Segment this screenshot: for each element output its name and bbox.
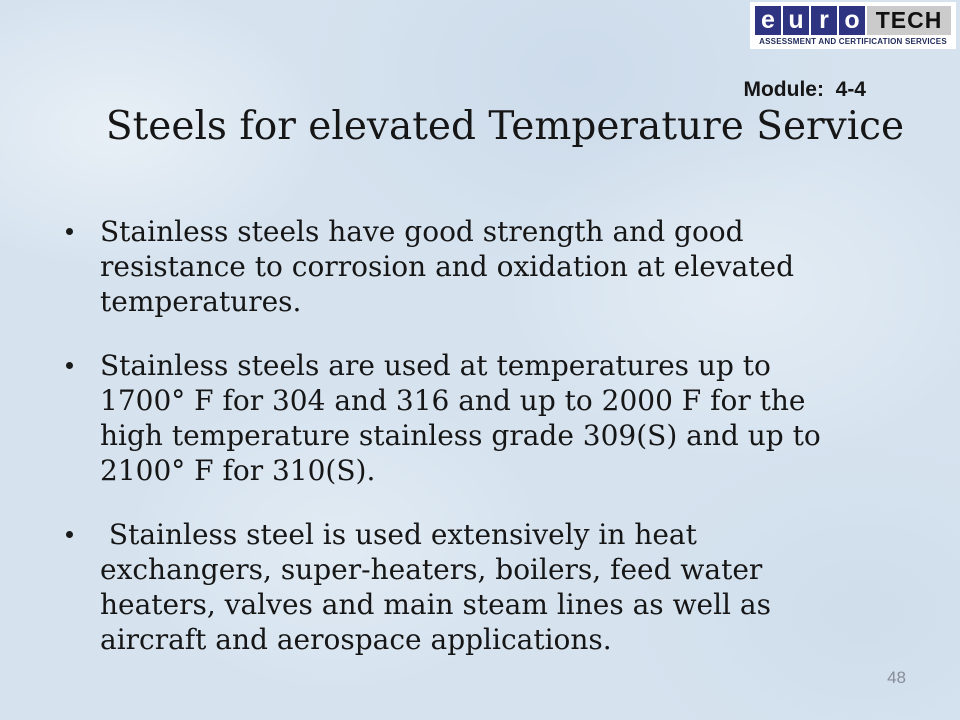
logo-letter-box-r: r — [811, 6, 837, 35]
bullet-item-3: Stainless steel is used extensively in h… — [58, 517, 870, 657]
module-label: Module: 4-4 — [743, 78, 866, 101]
bullet-dot — [66, 531, 73, 538]
logo-euro-letters: e u r o — [755, 6, 865, 35]
logo-tech-text: TECH — [867, 6, 951, 35]
bullet-item-1: Stainless steels have good strength and … — [58, 214, 870, 319]
bullet-marker-area — [58, 214, 100, 319]
bullet-text-1: Stainless steels have good strength and … — [100, 215, 795, 318]
bullet-dot — [66, 228, 73, 235]
logo-letter-box-u: u — [783, 6, 809, 35]
page-number: 48 — [887, 668, 906, 687]
bullet-dot — [66, 362, 73, 369]
logo-letter-box-o: o — [839, 6, 865, 35]
logo-wordmark: e u r o TECH — [755, 6, 951, 35]
bullet-marker-area — [58, 348, 100, 488]
slide-title: Steels for elevated Temperature Service — [105, 104, 905, 149]
logo-letter-box-e: e — [755, 6, 781, 35]
bullet-list: Stainless steels have good strength and … — [58, 214, 870, 686]
eurotech-logo: e u r o TECH ASSESSMENT AND CERTIFICATIO… — [750, 2, 956, 49]
bullet-item-2: Stainless steels are used at temperature… — [58, 348, 870, 488]
bullet-marker-area — [58, 517, 100, 657]
bullet-text-3: Stainless steel is used extensively in h… — [100, 518, 771, 656]
bullet-text-2: Stainless steels are used at temperature… — [100, 349, 821, 487]
logo-tagline: ASSESSMENT AND CERTIFICATION SERVICES — [759, 37, 947, 46]
